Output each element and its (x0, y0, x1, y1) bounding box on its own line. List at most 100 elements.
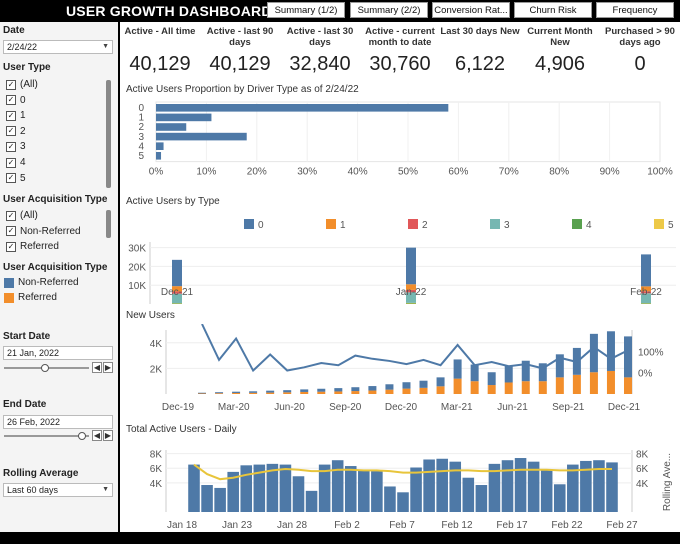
legend-label: 0 (258, 220, 264, 231)
non-referred-bar (368, 386, 377, 391)
user-type-checkbox-3[interactable]: ✓ 2 (6, 126, 26, 137)
referred-bar (555, 377, 564, 394)
user-type-checkbox-6[interactable]: ✓ 5 (6, 173, 26, 184)
end-next-button[interactable]: ▶ (103, 430, 113, 441)
referred-bar (624, 377, 632, 394)
acquisition-legend-label: User Acquisition Type (3, 262, 108, 273)
x-tick-label: 90% (600, 167, 620, 178)
daily-bar (593, 460, 605, 512)
active-by-type-chart: 0 1 2 3 4 5 10K 20K 30K (128, 219, 676, 304)
non-referred-bar (402, 382, 411, 389)
y2-axis-label: Rolling Ave... (662, 453, 673, 511)
x-tick-label: Feb 12 (441, 520, 473, 531)
end-date-slider[interactable] (4, 432, 89, 440)
kpi-value: 32,840 (289, 53, 351, 75)
daily-bar (201, 485, 213, 512)
bar-Jan-22-type-3 (406, 292, 416, 303)
tab-frequency[interactable]: Frequency (596, 2, 674, 18)
tab-conversion-rate[interactable]: Conversion Rat... (432, 2, 510, 18)
daily-bar (188, 464, 200, 512)
rolling-average-value: Last 60 days (7, 485, 59, 495)
daily-bar (567, 464, 579, 512)
dashboard-title: USER GROWTH DASHBOARD (66, 3, 272, 19)
user-type-checkbox-5[interactable]: ✓ 4 (6, 157, 26, 168)
non-referred-bar (487, 372, 496, 386)
referred-bar (385, 389, 394, 394)
active-by-type-x-axis: Dec-21 Jan-22 Feb-22 (161, 287, 662, 298)
y-tick-label: 20K (128, 262, 146, 273)
checkmark-icon: ✓ (6, 173, 16, 184)
rolling-average-dropdown[interactable]: Last 60 days ▼ (3, 483, 113, 497)
y-tick-label: 6K (150, 464, 163, 475)
total-active-daily-chart: 4K 4K 6K 6K 8K 8K Rolling Ave... Jan 18 Jan 23 Ja… (150, 450, 673, 531)
user-type-scrollbar[interactable] (106, 80, 111, 188)
non-referred-bar (555, 354, 564, 378)
daily-bar (266, 463, 279, 512)
referred-bar (521, 381, 530, 394)
start-prev-button[interactable]: ◀ (92, 362, 102, 373)
tab-churn-risk[interactable]: Churn Risk (514, 2, 592, 18)
referred-bar (300, 391, 309, 394)
bar-Jan-22-type-2 (406, 289, 416, 293)
user-type-checkbox-0[interactable]: ✓ (All) (6, 79, 38, 90)
date-dropdown[interactable]: 2/24/22 ▼ (3, 40, 113, 54)
kpi-label: Active - current month to date (365, 26, 435, 48)
daily-bar (214, 487, 226, 512)
non-referred-bar (624, 336, 632, 378)
end-date-input[interactable]: 26 Feb, 2022 (3, 415, 113, 429)
y-tick-label: 10K (128, 281, 146, 292)
start-date-slider[interactable] (4, 364, 89, 372)
referred-bar (589, 372, 598, 394)
acquisition-checkbox-0[interactable]: ✓ (All) (6, 210, 38, 221)
bar-type-5 (156, 152, 162, 160)
bar-type-3 (156, 132, 247, 141)
start-next-button[interactable]: ▶ (103, 362, 113, 373)
kpi-value: 30,760 (369, 53, 431, 75)
y-tick-label: 30K (128, 244, 146, 255)
referred-bar (470, 381, 479, 394)
user-type-option-label: 4 (20, 157, 26, 168)
daily-bar (436, 458, 448, 512)
user-type-checkbox-4[interactable]: ✓ 3 (6, 141, 26, 152)
end-prev-button[interactable]: ◀ (92, 430, 102, 441)
tab-summary-2[interactable]: Summary (2/2) (350, 2, 428, 18)
non-referred-bar (249, 391, 258, 393)
non-referred-bar (538, 363, 547, 382)
checkmark-icon: ✓ (6, 141, 16, 152)
checkmark-icon: ✓ (6, 157, 16, 168)
daily-bar (397, 492, 409, 512)
checkmark-icon: ✓ (6, 210, 16, 221)
category-label: 4 (138, 141, 144, 152)
acquisition-checkbox-1[interactable]: ✓ Non-Referred (6, 226, 81, 237)
acquisition-scrollbar[interactable] (106, 210, 111, 238)
start-date-input[interactable]: 21 Jan, 2022 (3, 346, 113, 360)
bar-Feb-22-type-1 (641, 286, 651, 292)
bar-Feb-22-type-4 (641, 303, 651, 304)
user-type-checkbox-2[interactable]: ✓ 1 (6, 110, 26, 121)
non-referred-bar (436, 377, 445, 387)
acquisition-checkbox-2[interactable]: ✓ Referred (6, 241, 59, 252)
legend-label: Referred (18, 292, 57, 303)
non-referred-bar (232, 391, 241, 393)
daily-bar (253, 464, 266, 512)
total-active-daily-title: Total Active Users - Daily (126, 424, 237, 435)
end-slider-knob[interactable] (78, 432, 87, 440)
acquisition-option-label: Non-Referred (20, 225, 81, 237)
referred-bar (368, 390, 377, 394)
non-referred-bar (266, 390, 275, 393)
legend-label: 1 (340, 220, 346, 231)
x-tick-label: Dec-20 (385, 402, 418, 413)
daily-bar (580, 460, 592, 512)
x-tick-label: Sep-21 (552, 402, 585, 413)
daily-bar (514, 458, 527, 512)
y2-tick-label: 6K (636, 464, 649, 475)
non-referred-bar (504, 365, 513, 383)
daily-bar (344, 466, 357, 512)
referred-bar (198, 393, 206, 394)
user-type-checkbox-1[interactable]: ✓ 0 (6, 95, 26, 106)
y-tick-label: 4K (150, 339, 163, 350)
non-referred-swatch (4, 277, 14, 288)
start-slider-knob[interactable] (40, 364, 49, 372)
bar-Dec-21-type-0 (172, 259, 182, 287)
tab-summary-1[interactable]: Summary (1/2) (267, 2, 345, 18)
